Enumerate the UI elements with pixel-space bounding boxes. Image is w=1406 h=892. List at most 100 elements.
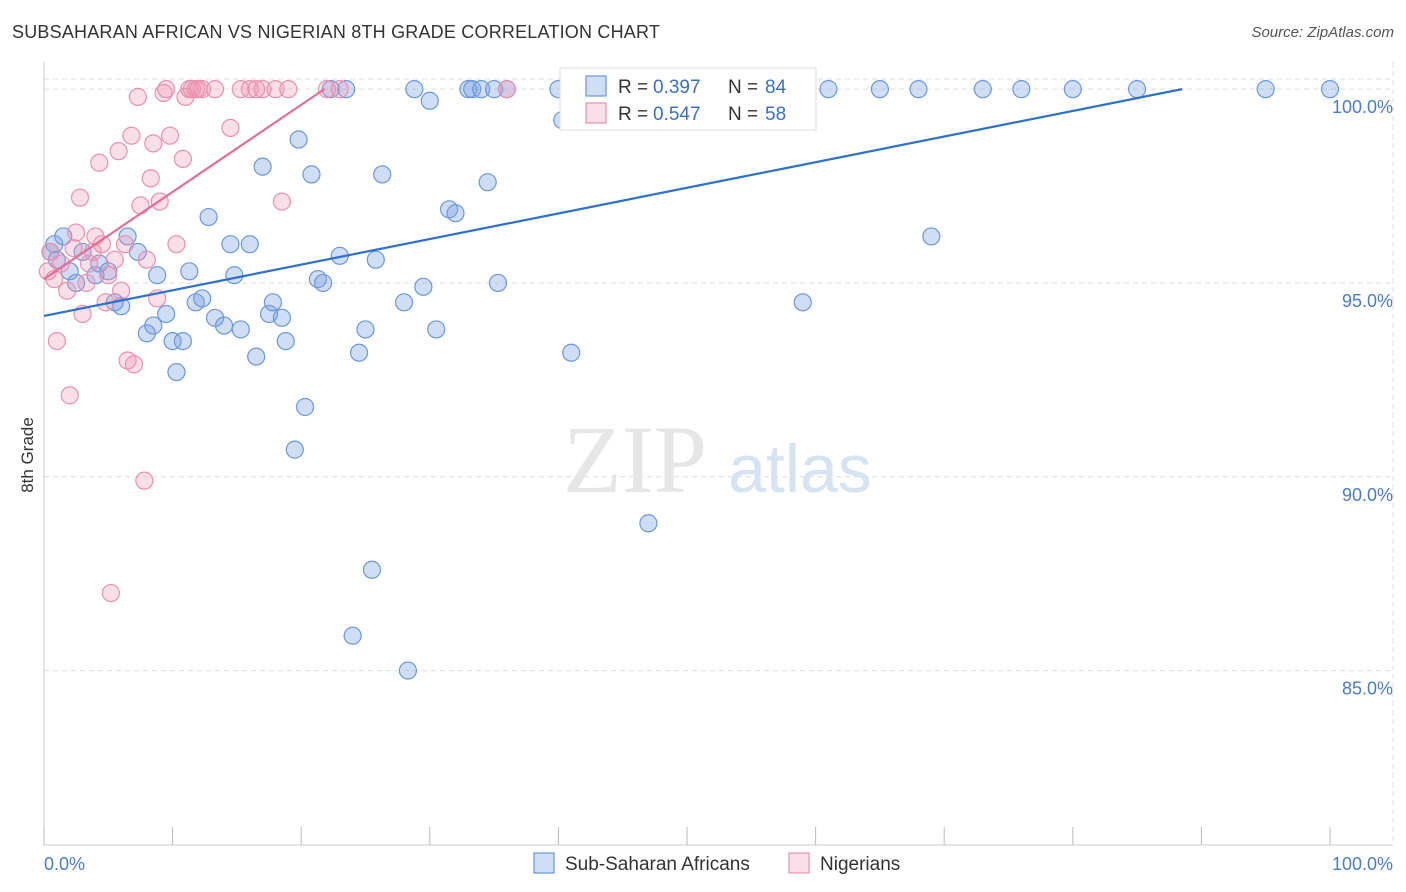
trend-line-nigerian [43,88,325,280]
nigerian-point-52 [266,80,285,99]
watermark-atlas: atlas [728,431,872,507]
legend-swatch-pink [585,102,607,124]
nigerian-point-12 [79,254,99,273]
nigerian-point-51 [253,80,272,99]
sub-saharan-point-82 [1256,80,1275,99]
sub-saharan-point-15 [144,316,163,335]
trend-line-sub-saharan [43,88,1183,317]
nigerian-point-57 [497,80,517,99]
nigerian-point-8 [67,223,86,242]
y-tick-label-1: 95.0% [1342,291,1393,311]
sub-saharan-point-80 [1063,80,1082,99]
sub-saharan-point-59 [446,204,465,223]
sub-saharan-point-78 [973,80,992,99]
sub-saharan-point-18 [163,331,182,351]
y-tick-label-3: 85.0% [1342,679,1393,699]
sub-saharan-point-34 [263,293,283,312]
bottom-legend-swatch-blue [533,852,555,874]
x-tick-label-min: 0.0% [44,854,85,874]
sub-saharan-point-28 [225,266,244,285]
y-tick-labels: 100.0% 95.0% 90.0% 85.0% [1332,97,1393,698]
series-nigerians [38,80,517,603]
sub-saharan-point-50 [366,250,385,269]
sub-saharan-point-37 [285,440,304,459]
nigerian-point-39 [173,149,192,169]
nigerian-point-18 [99,266,118,285]
sub-saharan-point-51 [373,165,392,184]
sub-saharan-point-38 [289,130,308,149]
top-legend: R = 0.397 N = 84 R = 0.547 N = 58 [559,67,817,131]
legend-n-value-blue: 84 [765,77,787,98]
sub-saharan-point-63 [478,173,497,192]
trend-lines [43,88,1183,317]
x-tick-label-max: 100.0% [1332,854,1393,874]
nigerian-point-45 [193,80,212,99]
chart-title: SUBSAHARAN AFRICAN VS NIGERIAN 8TH GRADE… [12,22,661,42]
sub-saharan-point-64 [485,80,504,99]
sub-saharan-point-57 [427,320,446,339]
nigerian-point-20 [105,250,124,269]
top-legend-box [559,67,817,131]
sub-saharan-point-16 [148,266,167,285]
sub-saharan-point-54 [405,80,424,99]
nigerian-point-19 [101,583,120,603]
sub-saharan-point-75 [870,80,890,99]
grid-lines [44,62,1394,845]
sub-saharan-point-81 [1127,80,1147,99]
nigerian-point-27 [128,87,147,106]
legend-r-label-pink: R = [618,104,648,125]
sub-saharan-point-24 [199,207,218,227]
nigerian-point-46 [205,80,225,99]
bottom-legend: Sub-Saharan Africans Nigerians [533,852,900,875]
nigerian-point-5 [58,281,77,300]
nigerian-point-16 [92,235,111,254]
sub-saharan-point-73 [793,293,812,312]
nigerian-point-28 [131,196,150,215]
sub-saharan-point-35 [272,308,292,327]
sub-saharan-point-27 [221,235,240,254]
sub-saharan-point-9 [99,262,118,281]
sub-saharan-point-30 [240,235,259,254]
nigerian-point-53 [272,192,292,211]
sub-saharan-point-62 [472,80,491,99]
sub-saharan-point-74 [819,80,838,99]
sub-saharan-point-52 [394,293,414,312]
nigerian-point-49 [240,80,259,99]
nigerian-point-15 [90,153,109,172]
nigerian-point-7 [64,238,83,258]
nigerian-point-21 [109,142,128,161]
sub-saharan-point-39 [295,397,315,417]
nigerian-point-47 [221,118,240,137]
sub-saharan-point-65 [488,273,508,293]
sub-saharan-point-49 [362,560,382,579]
nigerian-point-56 [330,80,349,99]
sub-saharan-point-55 [414,277,433,296]
legend-n-label-blue: N = [728,77,758,98]
nigerian-point-4 [51,254,70,273]
y-tick-label-0: 100.0% [1332,97,1393,117]
series-sub-saharan-africans [41,80,1340,680]
chart-source: Source: ZipAtlas.com [1251,24,1394,41]
nigerian-point-54 [279,80,298,99]
nigerian-point-37 [160,126,180,145]
nigerian-point-50 [247,80,266,99]
sub-saharan-point-21 [180,262,199,281]
sub-saharan-point-17 [157,304,176,324]
nigerian-point-32 [144,134,163,153]
sub-saharan-point-45 [337,80,356,99]
legend-r-value-pink: 0.547 [653,104,701,125]
nigerian-point-30 [137,250,156,269]
sub-saharan-point-48 [356,320,375,339]
nigerian-point-23 [115,235,135,254]
sub-saharan-point-60 [459,80,478,99]
sub-saharan-point-31 [247,347,266,366]
sub-saharan-point-76 [909,80,928,99]
sub-saharan-point-23 [193,289,212,308]
sub-saharan-point-69 [562,343,581,362]
sub-saharan-point-36 [276,331,295,351]
watermark-zip: ZIP [563,406,707,513]
sub-saharan-point-83 [1320,80,1340,99]
nigerian-point-3 [47,331,66,351]
sub-saharan-point-77 [922,227,941,246]
